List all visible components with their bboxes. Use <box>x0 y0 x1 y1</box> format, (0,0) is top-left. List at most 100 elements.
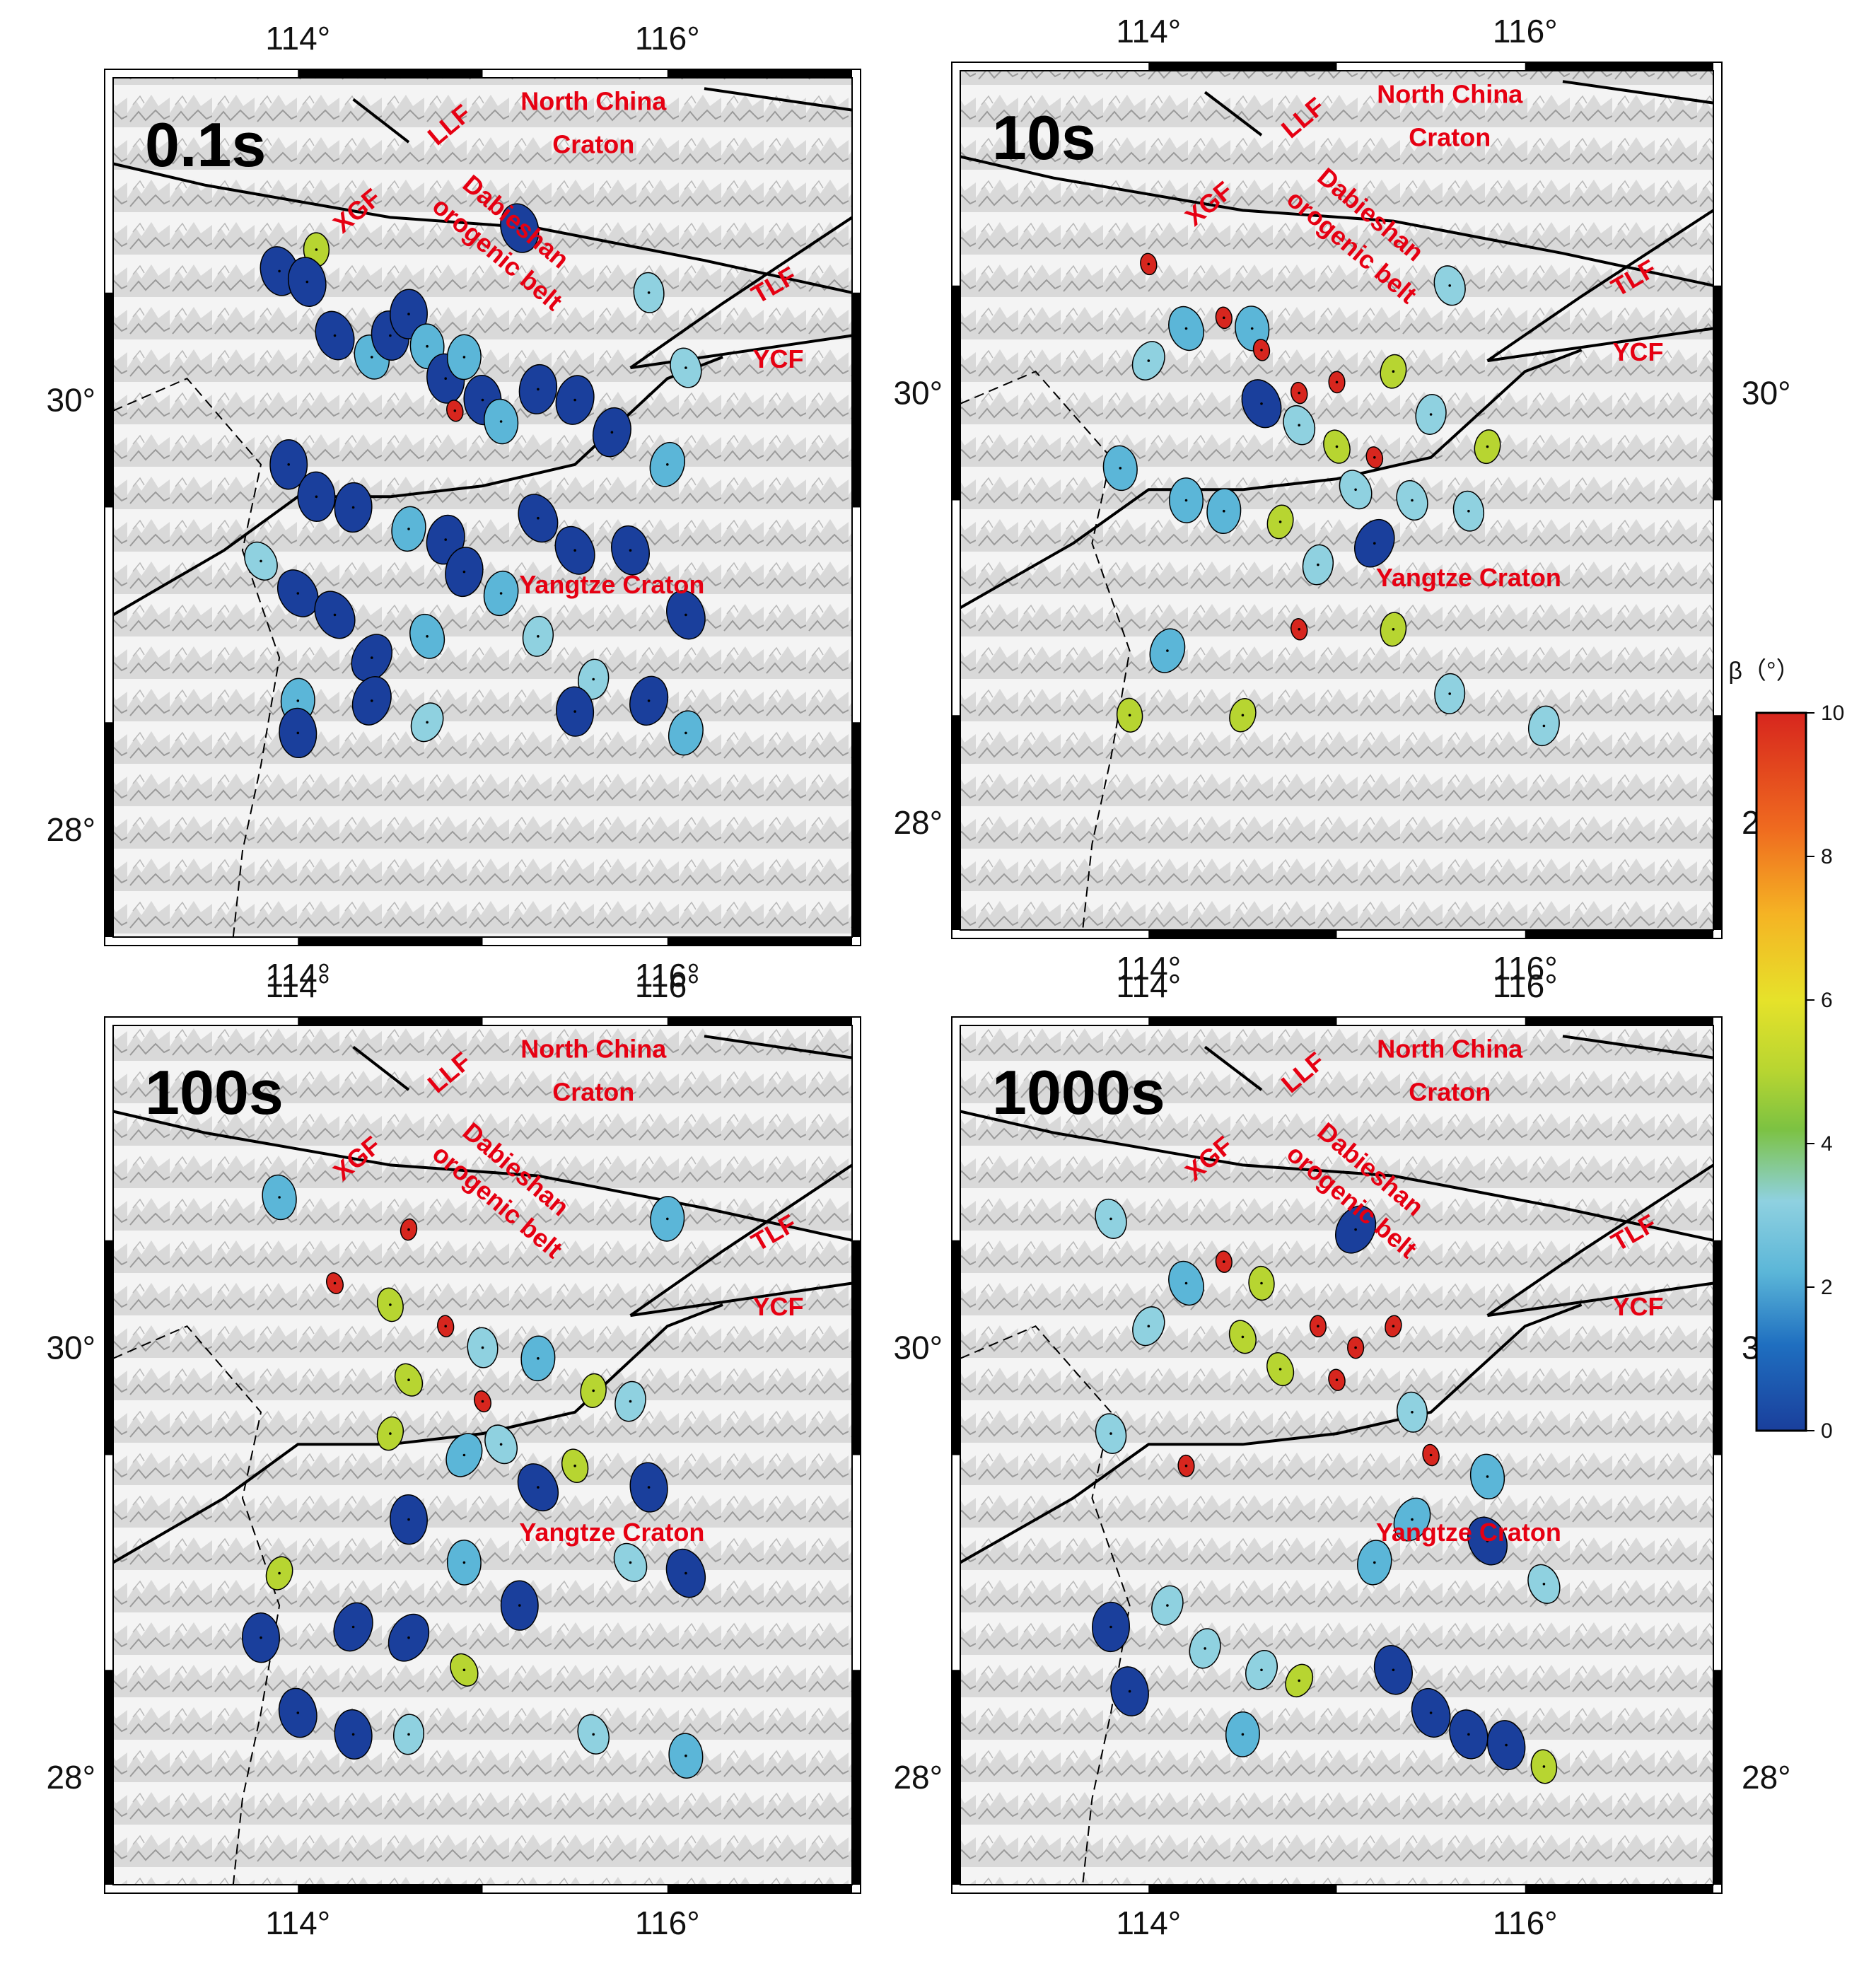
station-dot <box>537 388 540 391</box>
station-dot <box>371 656 373 659</box>
x-tick-label: 114° <box>265 957 330 994</box>
station-dot <box>315 495 318 499</box>
frame-bar <box>105 722 113 937</box>
x-tick-label: 114° <box>1116 950 1181 987</box>
station-dot <box>315 248 318 251</box>
station-dot <box>1335 1378 1339 1381</box>
station-dot <box>1241 1733 1245 1736</box>
fault-line <box>352 98 410 144</box>
station-dot <box>537 1357 540 1360</box>
station-dot <box>537 635 540 638</box>
station-dot <box>1392 1325 1395 1327</box>
station-dot <box>278 269 281 273</box>
colorbar-tick-label: 2 <box>1821 1276 1833 1299</box>
station-dot <box>462 570 466 574</box>
station-dot <box>1241 714 1245 717</box>
station-dot <box>1298 628 1300 631</box>
panel-label: 0.1s <box>145 110 266 180</box>
y-tick-label: 30° <box>893 375 943 412</box>
region-label: North China <box>520 1035 667 1064</box>
station-dot <box>371 699 373 702</box>
region-label: YCF <box>1613 337 1664 366</box>
x-tick-label: 114° <box>1116 1905 1181 1941</box>
frame-bar <box>852 1240 861 1455</box>
station-dot <box>444 538 447 541</box>
station-dot <box>666 463 669 466</box>
station-dot <box>389 334 392 337</box>
station-dot <box>1128 1690 1131 1693</box>
station-dot <box>1448 692 1451 695</box>
station-dot <box>1147 359 1150 362</box>
station-dot <box>1184 1464 1188 1467</box>
frame-bar <box>1525 62 1713 71</box>
station-dot <box>407 1518 410 1521</box>
station-dot <box>333 613 337 617</box>
x-tick-label: 114° <box>1116 13 1181 50</box>
station-dot <box>1223 1260 1225 1263</box>
x-tick-label: 116° <box>635 967 700 1004</box>
frame-bar <box>105 1240 113 1455</box>
station-dot <box>407 528 410 530</box>
fault-line <box>1204 91 1263 136</box>
station-dot <box>1392 370 1395 373</box>
frame-bar <box>667 1017 852 1025</box>
x-tick-label: 116° <box>635 1905 700 1941</box>
station-dot <box>351 506 355 509</box>
region-label: Craton <box>1409 122 1491 151</box>
station-dot <box>260 1636 262 1639</box>
fault-line <box>960 1110 1714 1242</box>
station-dot <box>610 431 614 434</box>
station-dot <box>296 731 300 735</box>
region-label: YCF <box>1613 1292 1664 1321</box>
station-dot <box>573 710 576 713</box>
frame-bar <box>1713 285 1722 501</box>
station-dot <box>1411 1518 1414 1521</box>
x-tick-label: 116° <box>635 20 700 57</box>
y-tick-label: 30° <box>893 1330 943 1366</box>
station-dot <box>499 592 503 595</box>
y-tick-label: 28° <box>893 1759 943 1796</box>
station-dot <box>1429 1453 1433 1457</box>
station-dot <box>1392 628 1395 631</box>
station-dot <box>499 1443 503 1446</box>
frame-bar <box>105 1670 113 1885</box>
station-dot <box>592 1389 595 1393</box>
region-label: Craton <box>552 129 634 158</box>
x-tick-label: 114° <box>1116 967 1181 1004</box>
panel-label: 10s <box>992 103 1096 173</box>
frame-bar <box>952 1670 960 1885</box>
station-dot <box>1542 1583 1546 1586</box>
station-dot <box>407 1228 410 1231</box>
panel-label: 1000s <box>992 1057 1165 1127</box>
frame-bar <box>1525 1885 1713 1893</box>
station-dot <box>426 635 429 638</box>
colorbar-gradient <box>1755 711 1807 1432</box>
fault-line <box>1204 1045 1263 1091</box>
frame-bar <box>298 1885 483 1893</box>
fault-line <box>1486 209 1715 362</box>
station-dot <box>371 356 373 359</box>
x-tick-label: 114° <box>265 20 330 57</box>
station-dot <box>647 291 651 294</box>
station-dot <box>1467 1733 1470 1736</box>
station-dot <box>481 1346 484 1349</box>
y-tick-label: 28° <box>893 804 943 841</box>
station-dot <box>1204 1647 1206 1650</box>
station-dot <box>351 1625 355 1629</box>
station-dot <box>481 398 484 402</box>
region-label: Yangtze Craton <box>1376 563 1561 592</box>
station-dot <box>1223 509 1225 513</box>
frame-bar <box>1148 1885 1337 1893</box>
station-dot <box>444 1325 447 1327</box>
x-tick-label: 116° <box>1493 967 1558 1004</box>
station-dot <box>1241 1335 1245 1339</box>
station-dot <box>260 559 262 563</box>
station-dot <box>684 731 687 735</box>
region-label: North China <box>520 87 667 116</box>
frame-bar <box>1148 1017 1337 1025</box>
colorbar-tick-label: 6 <box>1821 989 1833 1012</box>
region-label: Craton <box>552 1077 634 1106</box>
station-dot <box>1335 445 1339 448</box>
station-dot <box>1278 521 1282 523</box>
fault-line <box>960 1303 1583 1564</box>
